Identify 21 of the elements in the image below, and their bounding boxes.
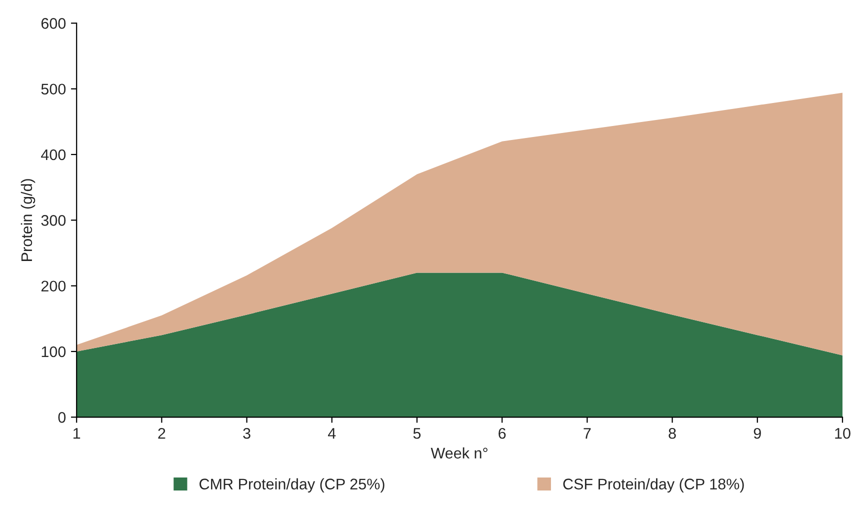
x-tick-label: 4 — [328, 428, 336, 439]
y-tick-label: 500 — [41, 84, 66, 95]
y-axis-title: Protein (g/d) — [20, 179, 36, 261]
legend-label: CSF Protein/day (CP 18%) — [563, 478, 744, 492]
y-tick-label: 400 — [41, 149, 66, 160]
x-tick-label: 6 — [498, 428, 506, 439]
legend-label: CMR Protein/day (CP 25%) — [200, 478, 384, 492]
x-tick-label: 5 — [413, 428, 421, 439]
x-tick-label: 3 — [243, 428, 250, 439]
y-tick-label: 0 — [58, 412, 66, 423]
x-axis-title: Week n° — [430, 447, 488, 459]
x-tick-label: 7 — [584, 428, 591, 439]
x-tick-label: 8 — [668, 428, 676, 439]
y-tick-label: 600 — [41, 18, 66, 29]
y-tick-label: 200 — [41, 280, 66, 292]
x-tick-label: 1 — [74, 428, 80, 439]
y-tick-label: 300 — [41, 215, 66, 226]
x-tick-label: 9 — [754, 428, 761, 439]
y-tick-label: 100 — [42, 346, 66, 358]
x-tick-label: 2 — [158, 428, 166, 439]
x-tick-label: 10 — [835, 428, 850, 439]
